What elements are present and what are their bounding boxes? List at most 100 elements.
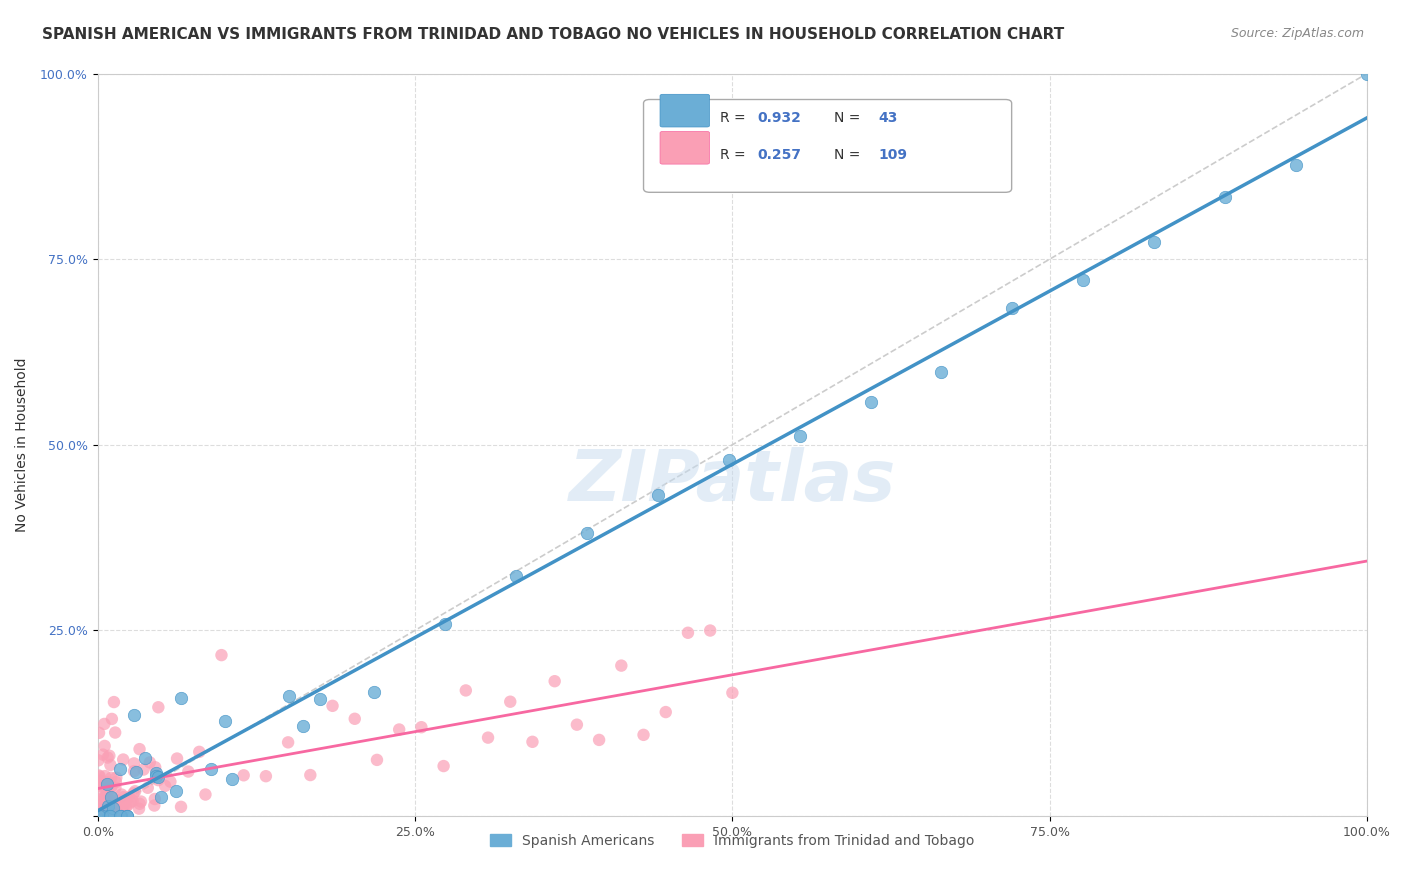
Spanish Americans	[1355, 66, 1378, 80]
Immigrants from Trinidad and Tobago	[633, 728, 655, 742]
Immigrants from Trinidad and Tobago	[343, 712, 366, 726]
Spanish Americans	[575, 525, 598, 540]
Immigrants from Trinidad and Tobago	[124, 784, 146, 798]
Immigrants from Trinidad and Tobago	[128, 797, 150, 811]
Immigrants from Trinidad and Tobago	[93, 806, 115, 821]
Immigrants from Trinidad and Tobago	[90, 781, 112, 796]
Immigrants from Trinidad and Tobago	[96, 793, 118, 807]
Immigrants from Trinidad and Tobago	[104, 796, 127, 810]
Immigrants from Trinidad and Tobago	[87, 792, 110, 806]
Immigrants from Trinidad and Tobago	[610, 658, 633, 673]
Immigrants from Trinidad and Tobago	[522, 735, 544, 749]
Immigrants from Trinidad and Tobago	[143, 792, 166, 806]
FancyBboxPatch shape	[659, 95, 710, 127]
Text: 43: 43	[879, 111, 898, 125]
Spanish Americans	[115, 809, 138, 823]
Immigrants from Trinidad and Tobago	[93, 805, 115, 819]
Spanish Americans	[122, 707, 145, 722]
Spanish Americans	[100, 790, 122, 805]
Immigrants from Trinidad and Tobago	[91, 777, 114, 791]
Immigrants from Trinidad and Tobago	[112, 790, 135, 805]
Immigrants from Trinidad and Tobago	[104, 807, 127, 822]
Spanish Americans	[90, 809, 112, 823]
Immigrants from Trinidad and Tobago	[565, 717, 588, 731]
Immigrants from Trinidad and Tobago	[96, 779, 118, 793]
Spanish Americans	[96, 777, 118, 791]
Immigrants from Trinidad and Tobago	[122, 764, 145, 779]
Immigrants from Trinidad and Tobago	[122, 786, 145, 800]
Immigrants from Trinidad and Tobago	[93, 807, 115, 822]
FancyBboxPatch shape	[644, 100, 1012, 193]
Spanish Americans	[931, 365, 953, 379]
Immigrants from Trinidad and Tobago	[93, 790, 115, 805]
Immigrants from Trinidad and Tobago	[655, 705, 678, 719]
Spanish Americans	[125, 765, 148, 780]
Text: SPANISH AMERICAN VS IMMIGRANTS FROM TRINIDAD AND TOBAGO NO VEHICLES IN HOUSEHOLD: SPANISH AMERICAN VS IMMIGRANTS FROM TRIN…	[42, 27, 1064, 42]
Immigrants from Trinidad and Tobago	[254, 769, 277, 783]
Immigrants from Trinidad and Tobago	[90, 808, 112, 822]
Spanish Americans	[134, 751, 156, 765]
Immigrants from Trinidad and Tobago	[107, 797, 129, 812]
Spanish Americans	[200, 762, 222, 776]
Immigrants from Trinidad and Tobago	[104, 780, 127, 795]
Immigrants from Trinidad and Tobago	[89, 807, 111, 822]
Immigrants from Trinidad and Tobago	[388, 723, 411, 737]
Spanish Americans	[165, 784, 187, 798]
Spanish Americans	[1073, 273, 1095, 287]
Text: R =: R =	[720, 111, 749, 125]
Spanish Americans	[145, 769, 167, 783]
Immigrants from Trinidad and Tobago	[97, 780, 120, 795]
Immigrants from Trinidad and Tobago	[128, 802, 150, 816]
Immigrants from Trinidad and Tobago	[90, 805, 112, 819]
Legend: Spanish Americans, Immigrants from Trinidad and Tobago: Spanish Americans, Immigrants from Trini…	[485, 829, 980, 854]
Immigrants from Trinidad and Tobago	[721, 686, 744, 700]
Y-axis label: No Vehicles in Household: No Vehicles in Household	[15, 358, 30, 532]
Immigrants from Trinidad and Tobago	[93, 739, 115, 753]
Immigrants from Trinidad and Tobago	[105, 771, 128, 785]
Immigrants from Trinidad and Tobago	[588, 732, 610, 747]
Immigrants from Trinidad and Tobago	[112, 752, 135, 766]
Immigrants from Trinidad and Tobago	[98, 748, 121, 763]
Immigrants from Trinidad and Tobago	[211, 648, 233, 662]
Spanish Americans	[97, 799, 120, 814]
Immigrants from Trinidad and Tobago	[101, 791, 124, 805]
Immigrants from Trinidad and Tobago	[110, 788, 132, 802]
Immigrants from Trinidad and Tobago	[97, 750, 120, 764]
Immigrants from Trinidad and Tobago	[499, 695, 522, 709]
Immigrants from Trinidad and Tobago	[100, 780, 122, 794]
Spanish Americans	[363, 685, 385, 699]
Immigrants from Trinidad and Tobago	[120, 795, 142, 809]
Spanish Americans	[309, 691, 332, 706]
Immigrants from Trinidad and Tobago	[94, 769, 117, 783]
Immigrants from Trinidad and Tobago	[105, 808, 128, 822]
Spanish Americans	[647, 488, 669, 502]
Spanish Americans	[1213, 190, 1236, 204]
Immigrants from Trinidad and Tobago	[90, 798, 112, 813]
Spanish Americans	[150, 789, 173, 804]
Spanish Americans	[87, 809, 110, 823]
Spanish Americans	[505, 569, 527, 583]
Immigrants from Trinidad and Tobago	[188, 745, 211, 759]
Immigrants from Trinidad and Tobago	[411, 720, 433, 734]
Immigrants from Trinidad and Tobago	[96, 775, 118, 789]
Text: Source: ZipAtlas.com: Source: ZipAtlas.com	[1230, 27, 1364, 40]
Text: N =: N =	[834, 148, 865, 161]
Spanish Americans	[1001, 301, 1024, 315]
Immigrants from Trinidad and Tobago	[90, 773, 112, 788]
Immigrants from Trinidad and Tobago	[366, 753, 388, 767]
Immigrants from Trinidad and Tobago	[98, 797, 121, 811]
Immigrants from Trinidad and Tobago	[143, 798, 166, 813]
Text: 0.932: 0.932	[758, 111, 801, 125]
Immigrants from Trinidad and Tobago	[117, 797, 139, 812]
Immigrants from Trinidad and Tobago	[146, 773, 169, 788]
Spanish Americans	[1143, 235, 1166, 250]
Immigrants from Trinidad and Tobago	[104, 775, 127, 789]
Text: 109: 109	[879, 148, 907, 161]
Spanish Americans	[1285, 158, 1308, 172]
Immigrants from Trinidad and Tobago	[100, 758, 122, 772]
Immigrants from Trinidad and Tobago	[299, 768, 322, 782]
Immigrants from Trinidad and Tobago	[177, 764, 200, 779]
Immigrants from Trinidad and Tobago	[166, 751, 188, 765]
Immigrants from Trinidad and Tobago	[143, 760, 166, 774]
Spanish Americans	[117, 809, 139, 823]
